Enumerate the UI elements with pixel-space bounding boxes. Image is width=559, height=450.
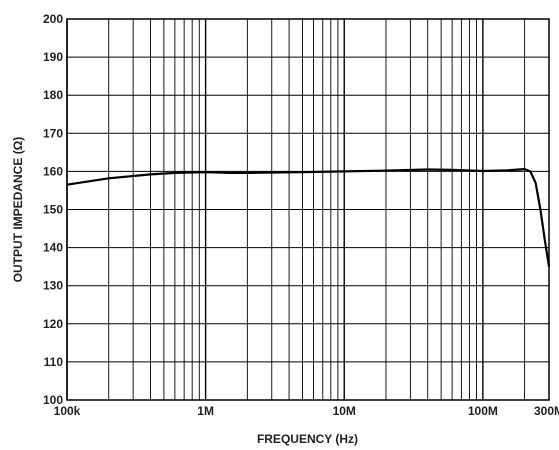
y-tick-label: 110 xyxy=(44,355,64,369)
grid-layer xyxy=(66,18,550,401)
y-tick-label: 140 xyxy=(43,241,63,255)
y-tick-label: 120 xyxy=(43,317,63,331)
x-tick-label: 100M xyxy=(468,404,498,418)
y-tick-labels: 100 110 120 130 140 150 160 170 180 190 200 xyxy=(43,12,63,407)
x-tick-label: 300M xyxy=(534,404,559,418)
y-tick-label: 180 xyxy=(43,88,63,102)
series-line xyxy=(66,168,551,267)
y-tick-label: 130 xyxy=(43,279,63,293)
y-tick-label: 150 xyxy=(43,203,63,217)
x-axis-title: FREQUENCY (Hz) xyxy=(257,432,358,446)
y-tick-label: 160 xyxy=(43,164,63,178)
x-tick-labels: 100k 1M 10M 100M 300M xyxy=(54,404,559,418)
x-tick-label: 100k xyxy=(54,404,81,418)
x-tick-label: 1M xyxy=(197,404,214,418)
y-tick-label: 170 xyxy=(43,126,63,140)
y-axis-title: OUTPUT IMPEDANCE (Ω) xyxy=(11,137,25,283)
series-layer xyxy=(66,168,551,267)
x-tick-label: 10M xyxy=(333,404,356,418)
y-tick-label: 100 xyxy=(43,393,63,407)
y-tick-label: 190 xyxy=(43,50,63,64)
y-tick-label: 200 xyxy=(43,12,63,26)
